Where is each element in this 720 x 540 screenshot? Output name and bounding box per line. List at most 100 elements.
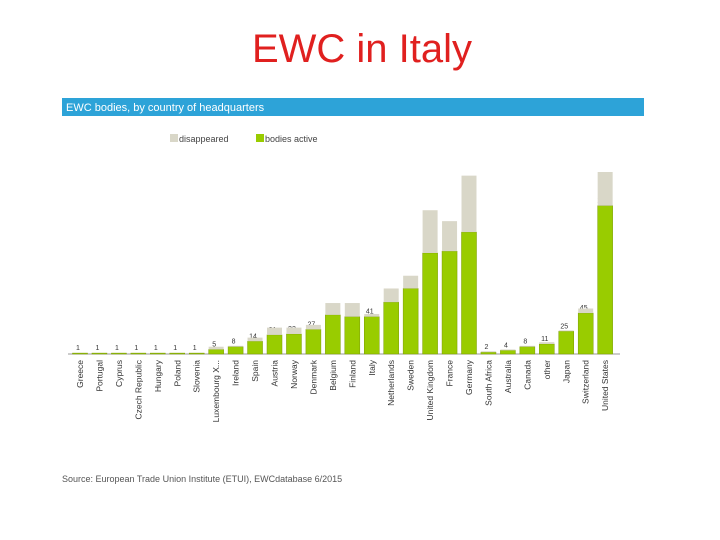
bar-segment xyxy=(266,334,283,355)
slide-title: EWC in Italy xyxy=(252,27,472,71)
bar-segment xyxy=(228,345,244,347)
bar-segment xyxy=(519,346,536,355)
value-label: 8 xyxy=(232,339,236,346)
bar-segment xyxy=(480,351,496,353)
value-label: 1 xyxy=(95,345,99,352)
value-label: 5 xyxy=(212,341,216,348)
bar-segment xyxy=(150,352,166,355)
legend-swatch xyxy=(256,134,264,142)
value-label: 2 xyxy=(484,344,488,351)
value-label: 1 xyxy=(193,345,197,352)
bar-segment xyxy=(344,303,360,317)
value-label: 41 xyxy=(366,309,374,316)
bar-segment xyxy=(442,221,458,252)
bar-segment xyxy=(267,327,282,335)
bar-segment xyxy=(402,288,419,355)
x-tick-label: Portugal xyxy=(94,360,104,392)
x-tick-label: Belgium xyxy=(328,360,338,391)
bar-segment xyxy=(480,351,497,355)
bar-segment xyxy=(325,314,341,355)
bar-segment xyxy=(130,352,147,355)
bar-segment xyxy=(72,352,88,355)
bar-segment xyxy=(441,250,458,355)
bar-segment xyxy=(597,172,613,206)
bar-segment xyxy=(227,346,244,355)
bar-segment xyxy=(364,313,380,317)
bar-segment xyxy=(286,327,302,334)
x-tick-label: Cyprus xyxy=(114,360,124,387)
x-tick-label: South Africa xyxy=(483,360,493,406)
value-label: 1 xyxy=(76,345,80,352)
bar-segment xyxy=(305,324,321,330)
bar-segment xyxy=(305,329,322,355)
bar-segment xyxy=(539,343,555,355)
bar-segment xyxy=(286,333,302,355)
x-tick-label: Greece xyxy=(75,360,85,388)
value-label: 25 xyxy=(560,323,568,330)
value-label: 4 xyxy=(504,342,508,349)
bar-segment xyxy=(188,352,205,355)
x-tick-label: other xyxy=(542,360,552,380)
bar-segment xyxy=(500,349,516,351)
x-tick-label: Sweden xyxy=(406,360,416,391)
chart-title: EWC bodies, by country of headquarters xyxy=(66,102,265,114)
source-note: Source: European Trade Union Institute (… xyxy=(62,474,342,484)
bar-segment xyxy=(597,205,613,355)
value-label: 1 xyxy=(173,345,177,352)
bar-segment xyxy=(383,301,399,355)
x-tick-label: Switzerland xyxy=(581,360,591,404)
value-label: 1 xyxy=(115,345,119,352)
x-tick-label: Hungary xyxy=(153,359,163,392)
value-label: 1 xyxy=(134,345,138,352)
bar-segment xyxy=(364,316,380,355)
bar-segment xyxy=(111,352,127,355)
x-tick-label: Norway xyxy=(289,359,299,389)
bar-segment xyxy=(208,349,224,355)
bar-segment xyxy=(558,331,574,355)
bar-segment xyxy=(403,275,419,289)
bar-segment xyxy=(91,352,108,355)
x-tick-label: Canada xyxy=(522,360,532,390)
bar-segment xyxy=(344,316,361,355)
x-tick-label: Japan xyxy=(561,360,571,383)
value-label: 8 xyxy=(523,339,527,346)
bar-segment xyxy=(169,352,185,355)
bar-segment xyxy=(247,337,263,342)
bar-segment xyxy=(461,231,477,355)
bar-segment xyxy=(539,342,555,344)
x-tick-label: United Kingdom xyxy=(425,360,435,420)
bar-segment xyxy=(558,330,574,332)
value-label: 11 xyxy=(541,336,548,343)
x-tick-label: Czech Republic xyxy=(133,359,143,419)
bar-segment xyxy=(422,252,438,355)
x-tick-label: France xyxy=(445,360,455,387)
bar-segment xyxy=(247,341,263,355)
x-tick-label: Netherlands xyxy=(386,360,396,406)
x-tick-label: Poland xyxy=(172,360,182,387)
bar-segment xyxy=(577,312,594,355)
x-tick-label: Ireland xyxy=(231,360,241,386)
x-tick-label: Italy xyxy=(367,359,377,375)
bar-segment xyxy=(461,175,477,233)
chart-header xyxy=(62,98,644,116)
x-tick-label: Slovenia xyxy=(192,360,202,393)
x-tick-label: Denmark xyxy=(308,359,318,394)
bar-segment xyxy=(208,346,224,350)
bar-segment xyxy=(578,308,594,314)
bar-segment xyxy=(500,350,516,355)
value-label: 14 xyxy=(249,333,257,340)
x-tick-label: Spain xyxy=(250,360,260,382)
x-tick-label: Austria xyxy=(270,360,280,387)
bar-segment xyxy=(422,210,438,253)
legend-label: disappeared xyxy=(179,134,229,144)
legend-label: bodies active xyxy=(265,134,318,144)
x-tick-label: Australia xyxy=(503,360,513,393)
x-tick-label: Luxembourg X... xyxy=(211,360,221,422)
x-tick-label: United States xyxy=(600,360,610,411)
bar-segment xyxy=(325,303,341,315)
value-label: 1 xyxy=(154,345,158,352)
x-tick-label: Germany xyxy=(464,359,474,395)
legend-swatch xyxy=(170,134,178,142)
bar-segment xyxy=(383,288,399,303)
